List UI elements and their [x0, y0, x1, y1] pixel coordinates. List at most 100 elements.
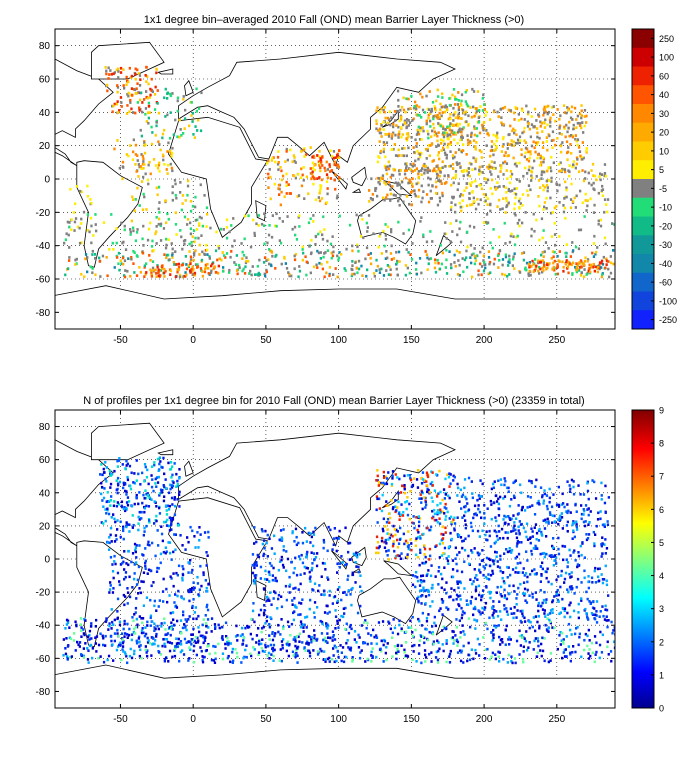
bl-thickness-cell	[193, 136, 196, 139]
bl-thickness-cell	[248, 272, 251, 275]
bl-thickness-cell	[290, 274, 293, 278]
bl-thickness-cell	[273, 182, 276, 186]
profile-count-cell	[104, 644, 107, 647]
bl-thickness-cell	[63, 241, 66, 245]
profile-count-cell	[170, 486, 174, 489]
profile-count-cell	[122, 481, 125, 485]
profile-count-cell	[375, 546, 378, 550]
profile-count-cell	[128, 464, 132, 468]
bl-thickness-cell	[597, 222, 600, 226]
profile-count-cell	[109, 486, 112, 489]
bl-thickness-cell	[80, 222, 83, 225]
bl-thickness-cell	[556, 264, 559, 268]
bl-thickness-cell	[141, 251, 145, 255]
bl-thickness-cell	[457, 99, 460, 102]
profile-count-cell	[431, 500, 434, 503]
bl-thickness-cell	[147, 182, 150, 186]
profile-count-cell	[274, 632, 277, 635]
profile-count-cell	[207, 643, 210, 646]
profile-count-cell	[600, 651, 604, 654]
bl-thickness-cell	[155, 215, 158, 219]
bl-thickness-cell	[153, 108, 157, 111]
bl-thickness-cell	[86, 213, 89, 216]
bl-thickness-cell	[566, 150, 570, 154]
bl-thickness-cell	[488, 262, 491, 266]
bl-thickness-landmass	[157, 68, 174, 75]
profile-count-cell	[411, 658, 414, 662]
bl-thickness-cell	[539, 267, 542, 271]
bl-thickness-cell	[514, 107, 518, 110]
profile-count-cell	[236, 634, 239, 637]
profile-count-cell	[507, 490, 510, 493]
profile-count-cell	[103, 487, 106, 490]
bl-thickness-cell	[407, 228, 411, 232]
profile-count-cell	[582, 520, 586, 524]
profile-count-coastlines	[55, 422, 615, 708]
bl-thickness-cell	[403, 121, 407, 125]
profile-count-cell	[170, 523, 173, 527]
profile-count-cell	[478, 654, 481, 657]
profile-count-cell	[195, 653, 198, 657]
bl-thickness-cell	[247, 259, 250, 263]
bl-thickness-cell	[498, 258, 501, 262]
bl-thickness-cell	[178, 273, 182, 277]
bl-thickness-cell	[558, 132, 561, 135]
bl-thickness-cell	[481, 171, 484, 174]
bl-thickness-cell	[191, 111, 195, 115]
profile-count-cell	[136, 578, 139, 582]
profile-count-cell	[309, 541, 312, 544]
profile-count-cell	[565, 558, 568, 561]
profile-count-cell	[406, 541, 409, 545]
bl-thickness-cell	[153, 93, 157, 96]
profile-count-cell	[192, 598, 195, 601]
profile-count-cell	[161, 489, 164, 492]
bl-thickness-cell	[467, 114, 470, 118]
bl-thickness-cell	[584, 199, 587, 202]
profile-count-cell	[513, 657, 517, 660]
bl-thickness-cell	[338, 176, 341, 179]
bl-thickness-cell	[163, 271, 166, 275]
profile-count-cell	[347, 589, 350, 592]
bl-thickness-cell	[542, 157, 545, 161]
bl-thickness-cell	[229, 255, 232, 259]
bl-thickness-cell	[443, 182, 447, 185]
bl-thickness-cell	[281, 174, 285, 178]
profile-count-cell	[133, 482, 137, 485]
bl-thickness-cell	[181, 202, 184, 205]
bl-thickness-cell	[141, 154, 144, 158]
bl-thickness-cell	[567, 260, 570, 264]
profile-count-cell	[150, 474, 153, 477]
bl-thickness-cell	[571, 261, 575, 265]
bl-thickness-cell	[147, 121, 150, 125]
bl-thickness-cell	[307, 221, 311, 225]
profile-count-cell	[120, 500, 124, 504]
bl-thickness-cell	[598, 175, 601, 179]
bl-thickness-cell	[335, 163, 339, 167]
profile-count-cell	[266, 578, 269, 581]
bl-thickness-cell	[584, 192, 587, 196]
bl-thickness-cell	[520, 148, 523, 151]
bl-thickness-cell	[191, 270, 194, 273]
profile-count-cell	[442, 488, 446, 491]
profile-count-cell	[419, 548, 422, 552]
profile-count-cell	[207, 530, 210, 534]
profile-count-cell	[377, 484, 380, 487]
profile-count-cell	[293, 596, 296, 600]
profile-count-cell	[173, 462, 176, 465]
bl-thickness-cell	[402, 154, 406, 158]
bl-thickness-cell	[277, 150, 280, 153]
profile-count-cell	[301, 541, 305, 545]
bl-thickness-cell	[142, 157, 145, 161]
profile-count-cell	[452, 518, 455, 521]
profile-count-cell	[548, 500, 551, 504]
bl-thickness-cell	[167, 141, 170, 145]
bl-thickness-cell	[378, 182, 381, 186]
profile-count-cell	[521, 636, 524, 639]
profile-count-cell	[268, 634, 271, 637]
bl-thickness-cell	[472, 196, 475, 200]
profile-count-cell	[454, 557, 457, 560]
bl-thickness-cell	[489, 241, 492, 245]
bl-thickness-cell	[475, 141, 478, 144]
bl-thickness-cell	[516, 141, 519, 145]
bl-thickness-cell	[203, 270, 207, 274]
